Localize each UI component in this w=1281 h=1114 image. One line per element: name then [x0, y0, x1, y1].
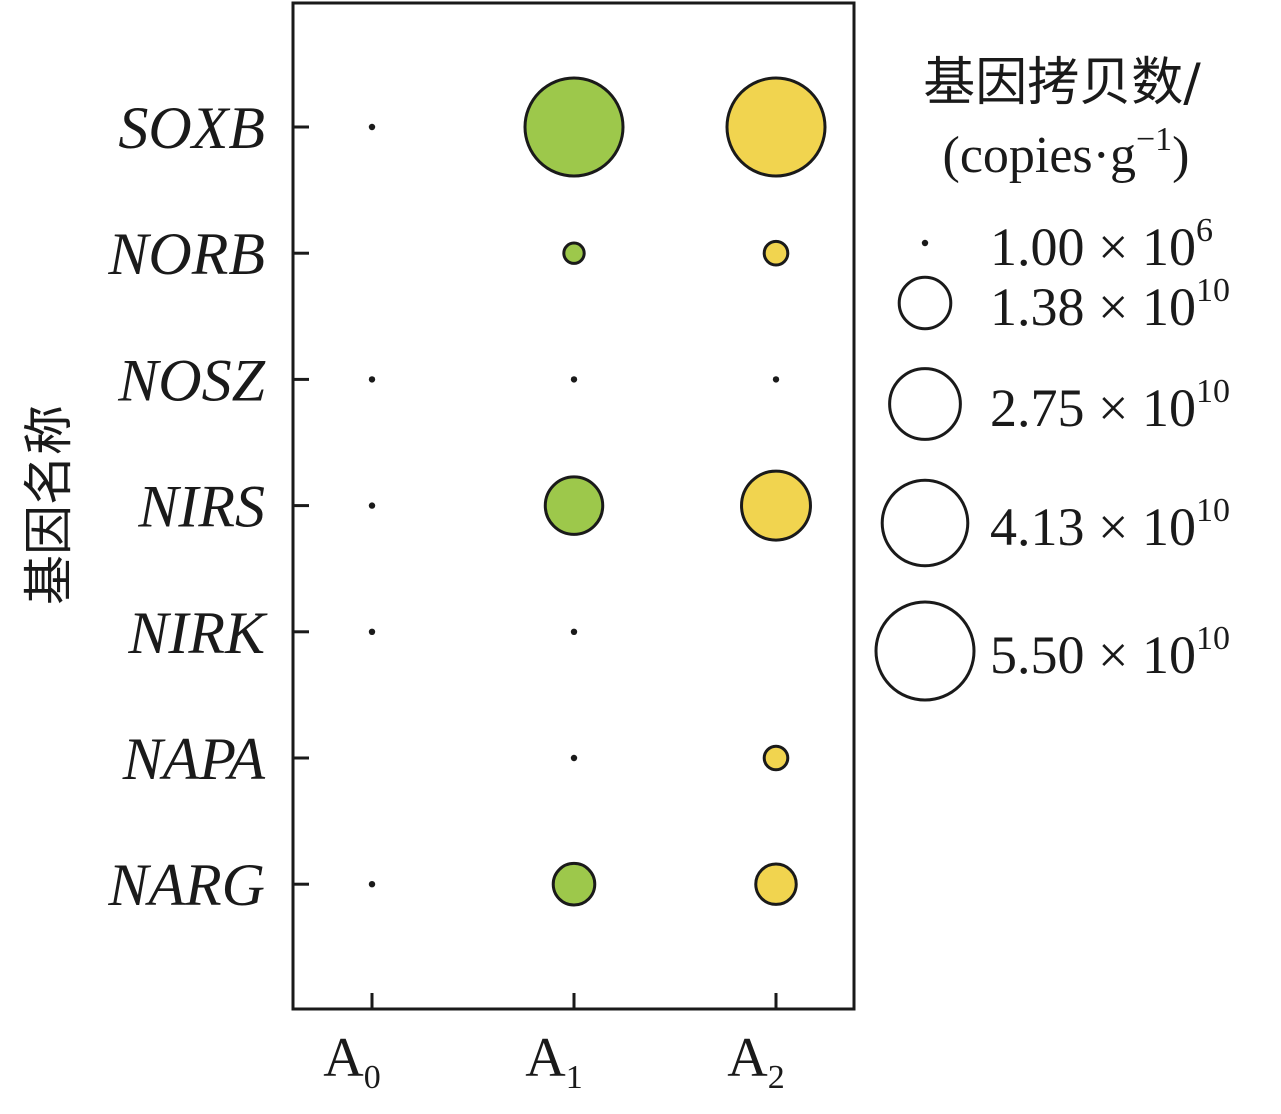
bubble-napa-1 — [570, 754, 578, 762]
gene-label-soxb: SOXB — [118, 95, 265, 161]
bubble-norb-1 — [562, 241, 586, 265]
bubble-narg-2 — [754, 862, 798, 906]
bubble-nosz-0 — [368, 376, 376, 383]
bubble-nirs-2 — [740, 469, 812, 542]
gene-label-nosz: NOSZ — [117, 347, 265, 413]
legend-bubble-1 — [897, 275, 953, 331]
legend-bubble-3 — [880, 478, 970, 568]
legend-bubble-0 — [921, 239, 929, 247]
bubble-nosz-2 — [772, 376, 780, 383]
bubble-soxb-2 — [725, 76, 827, 178]
legend-label-2: 2.75 × 1010 — [990, 373, 1230, 438]
x-tick-label-2: A2 — [727, 1027, 784, 1096]
bubble-nirs-0 — [368, 502, 376, 509]
legend-bubble-4 — [874, 600, 976, 702]
bubble-nirk-1 — [570, 628, 578, 635]
gene-label-narg: NARG — [107, 852, 265, 918]
bubble-nirs-1 — [543, 475, 605, 536]
bubble-soxb-0 — [368, 123, 376, 131]
bubble-norb-2 — [762, 239, 790, 267]
x-tick-label-1: A1 — [525, 1027, 582, 1096]
legend-title: 基因拷贝数/ — [923, 53, 1201, 113]
y-axis-title: 基因名称 — [20, 405, 78, 605]
bubble-narg-0 — [368, 881, 376, 888]
gene-label-norb: NORB — [107, 221, 265, 287]
legend-label-1: 1.38 × 1010 — [990, 272, 1230, 337]
legend-bubble-2 — [888, 367, 962, 441]
bubble-narg-1 — [551, 861, 597, 907]
legend-label-3: 4.13 × 1010 — [990, 492, 1230, 557]
bubble-napa-2 — [762, 744, 790, 772]
legend-unit: (copies·g−1) — [943, 121, 1190, 184]
bubble-nirk-0 — [368, 628, 376, 635]
legend-label-4: 5.50 × 1010 — [990, 620, 1230, 685]
bubble-nosz-1 — [570, 376, 578, 383]
bubble-soxb-1 — [523, 76, 625, 178]
x-tick-label-0: A0 — [323, 1027, 380, 1096]
gene-label-nirs: NIRS — [137, 474, 265, 540]
gene-label-napa: NAPA — [122, 726, 266, 792]
gene-label-nirk: NIRK — [127, 600, 268, 666]
legend-label-0: 1.00 × 106 — [990, 212, 1213, 277]
